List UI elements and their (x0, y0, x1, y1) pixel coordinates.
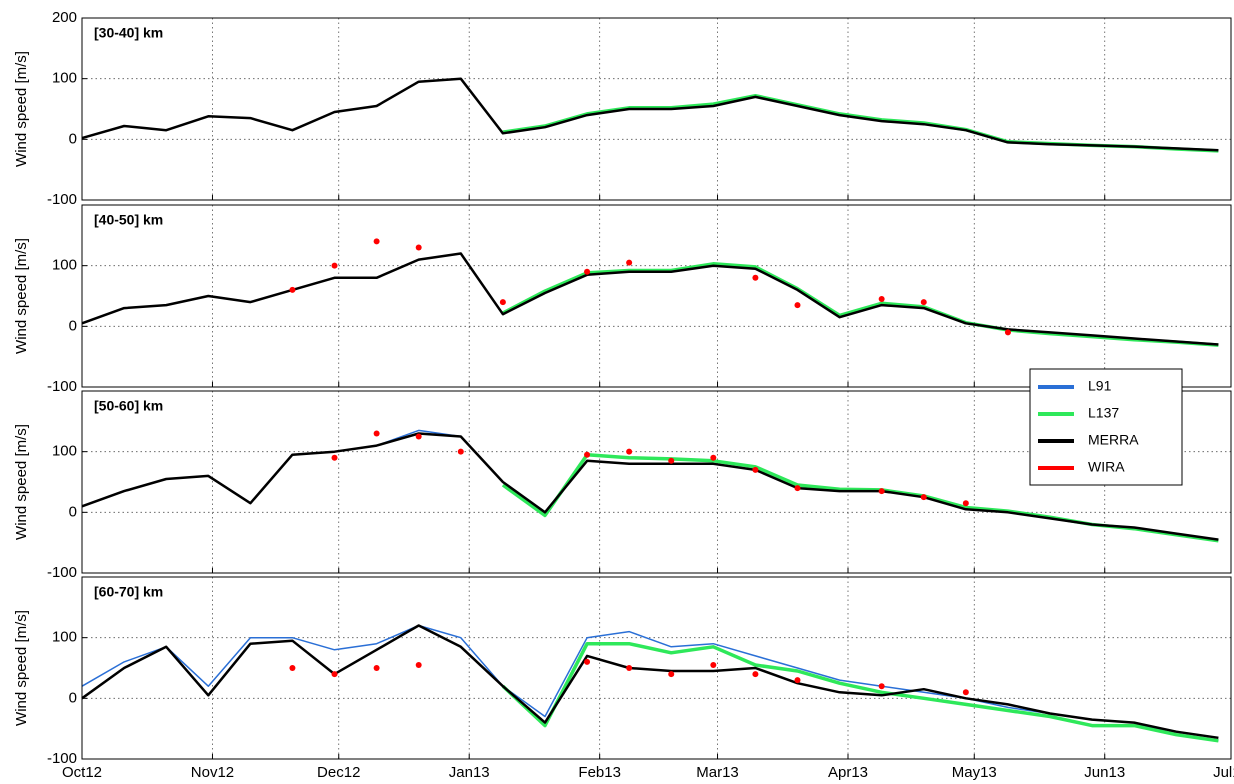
y-tick-label: 0 (69, 503, 77, 520)
x-tick-label: May13 (952, 764, 997, 781)
wira-point (668, 671, 675, 678)
y-tick-label: -100 (47, 378, 77, 395)
panel: -100 0 100 200 [30-40] km Wind speed [m/s] (13, 9, 1232, 208)
wira-point (584, 658, 591, 665)
wira-point (584, 268, 591, 275)
panel: -100 0 100 [40-50] km Wind speed [m/s] (13, 204, 1232, 395)
wira-point (710, 454, 717, 461)
y-tick-label: 100 (52, 629, 77, 646)
plot-area (82, 205, 1231, 387)
wira-point (920, 299, 927, 306)
panel-title: [40-50] km (94, 212, 163, 228)
wira-point (415, 661, 422, 668)
y-tick-label: 100 (52, 257, 77, 274)
wira-point (331, 262, 338, 269)
y-tick-label: 100 (52, 70, 77, 87)
series-line (81, 432, 1219, 541)
wira-point (289, 665, 296, 671)
x-tick-label: Oct12 (62, 764, 102, 781)
plot-frame (81, 204, 1232, 388)
wira-point (878, 683, 885, 690)
wira-point (373, 238, 380, 245)
wira-point (289, 286, 296, 293)
wira-point (626, 665, 633, 671)
series-line (81, 624, 1219, 742)
wira-point (331, 671, 338, 678)
y-tick-label: -100 (47, 750, 77, 767)
legend-label: WIRA (1088, 459, 1125, 475)
y-tick-label: 0 (69, 689, 77, 706)
wira-point (415, 433, 422, 440)
wira-point (584, 451, 591, 458)
legend-label: L137 (1088, 405, 1119, 421)
wira-point (794, 485, 801, 492)
wira-point (962, 500, 969, 507)
wira-point (794, 302, 801, 309)
series-line (81, 624, 1219, 740)
wira-point (920, 494, 927, 501)
wira-point (752, 466, 759, 473)
panel: Oct12 Nov12 Dec12 Jan13 Feb13 Mar13 Apr13 May13… (13, 576, 1234, 781)
wira-point (668, 457, 675, 464)
wira-point (331, 454, 338, 461)
wira-point (1004, 329, 1011, 336)
wira-point (710, 661, 717, 668)
y-tick-label: 100 (52, 443, 77, 460)
x-tick-label: Feb13 (578, 764, 621, 781)
wira-point (878, 488, 885, 495)
wira-point (626, 259, 633, 266)
plot-frame (81, 390, 1232, 574)
x-tick-label: Nov12 (191, 764, 234, 781)
y-tick-label: -100 (47, 191, 77, 208)
panel: -100 0 100 [50-60] km Wind speed [m/s] L91 L13… (13, 368, 1232, 581)
legend-label: MERRA (1088, 432, 1139, 448)
y-axis-label: Wind speed [m/s] (13, 424, 30, 540)
x-tick-label: Mar13 (696, 764, 739, 781)
y-tick-label: 200 (52, 9, 77, 26)
wira-point (373, 430, 380, 437)
x-tick-label: Jul13 (1213, 764, 1234, 781)
wira-point (373, 665, 380, 671)
wira-point (752, 671, 759, 678)
y-axis-label: Wind speed [m/s] (13, 51, 30, 167)
wira-point (499, 299, 506, 306)
panel-title: [30-40] km (94, 25, 163, 41)
panel-title: [60-70] km (94, 584, 163, 600)
y-tick-label: -100 (47, 564, 77, 581)
series-line (501, 641, 1219, 743)
plot-frame (81, 17, 1232, 201)
plot-area (82, 577, 1231, 759)
x-tick-label: Jan13 (449, 764, 490, 781)
x-tick-label: Apr13 (828, 764, 868, 781)
legend-label: L91 (1088, 378, 1112, 394)
series-line (81, 252, 1219, 346)
y-tick-label: 0 (69, 130, 77, 147)
x-tick-label: Jun13 (1084, 764, 1125, 781)
wira-point (878, 296, 885, 303)
wira-point (962, 689, 969, 696)
y-tick-label: 0 (69, 317, 77, 334)
series-line (81, 77, 1219, 152)
wira-point (752, 274, 759, 281)
x-tick-label: Dec12 (317, 764, 360, 781)
wira-point (415, 244, 422, 251)
panel-title: [50-60] km (94, 398, 163, 414)
y-axis-label: Wind speed [m/s] (13, 610, 30, 726)
plot-frame (81, 576, 1232, 760)
y-axis-label: Wind speed [m/s] (13, 238, 30, 354)
wira-point (626, 448, 633, 455)
wira-point (794, 677, 801, 684)
wira-point (457, 448, 464, 455)
